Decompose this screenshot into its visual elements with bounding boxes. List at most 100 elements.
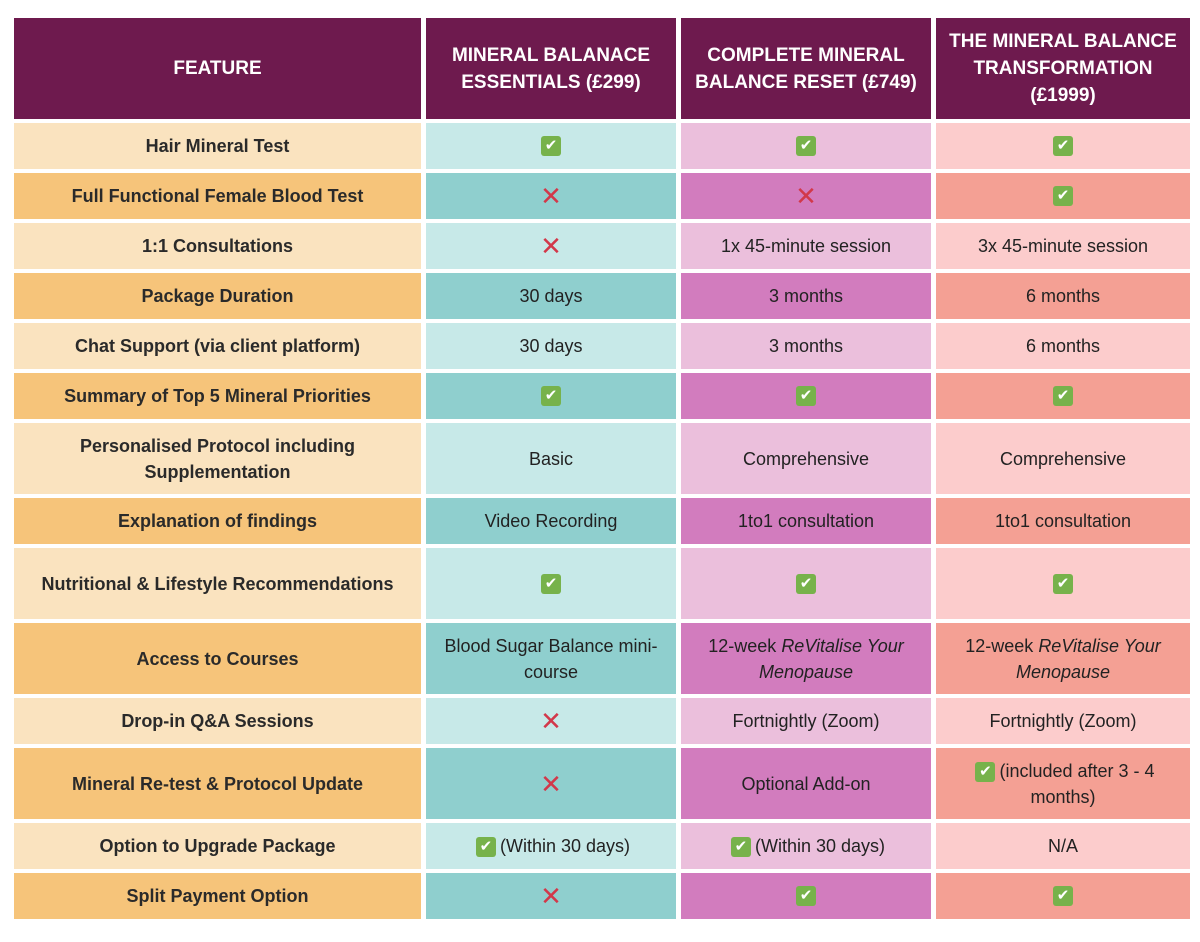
check-icon: ✔: [975, 761, 996, 782]
package-2-cell: ✔ (Within 30 days): [681, 823, 931, 869]
cross-icon: ✕: [540, 706, 562, 736]
check-icon: ✔: [1053, 386, 1073, 406]
package-3-cell: 6 months: [936, 323, 1190, 369]
package-2-cell: 1x 45-minute session: [681, 223, 931, 269]
cell-text: (included after 3 - 4 months): [999, 760, 1155, 807]
feature-cell: Hair Mineral Test: [14, 123, 421, 169]
cell-text: N/A: [1047, 836, 1078, 856]
package-1-cell: 30 days: [426, 273, 676, 319]
cell-text: Optional Add-on: [741, 773, 871, 794]
package-2-cell: ✔: [681, 123, 931, 169]
check-icon: ✔: [1053, 886, 1073, 906]
cell-text: Comprehensive: [742, 448, 870, 469]
package-3-cell: N/A: [936, 823, 1190, 869]
package-1-cell: ✔: [426, 123, 676, 169]
check-icon: ✔: [796, 386, 816, 406]
cell-text: (Within 30 days): [499, 836, 631, 856]
check-icon: ✔: [796, 136, 816, 156]
package-3-cell: 3x 45-minute session: [936, 223, 1190, 269]
package-2-cell: Optional Add-on: [681, 748, 931, 819]
cell-text: 3x 45-minute session: [977, 236, 1149, 256]
check-icon: ✔: [796, 886, 816, 906]
cell-text: Blood Sugar Balance mini-course: [444, 635, 658, 682]
check-icon: ✔: [541, 573, 561, 594]
check-icon: ✔: [1053, 186, 1073, 206]
check-icon: ✔: [475, 837, 496, 858]
cell-text: Fortnightly (Zoom): [732, 711, 880, 731]
cell-text: 12-week: [965, 635, 1039, 656]
feature-cell: Personalised Protocol including Suppleme…: [14, 423, 421, 494]
header-package-essentials: MINERAL BALANACE ESSENTIALS (£299): [426, 18, 676, 119]
package-2-cell: 3 months: [681, 273, 931, 319]
feature-cell: Package Duration: [14, 273, 421, 319]
header-feature: FEATURE: [14, 18, 421, 119]
cell-text: 3 months: [768, 286, 844, 306]
cell-text: (Within 30 days): [754, 836, 886, 856]
package-3-cell: ✔: [936, 373, 1190, 419]
package-3-cell: ✔: [936, 873, 1190, 919]
package-2-cell: ✕: [681, 173, 931, 219]
cell-text: 12-week: [708, 635, 782, 656]
cell-text: Comprehensive: [999, 448, 1127, 469]
feature-cell: Mineral Re-test & Protocol Update: [14, 748, 421, 819]
check-icon: ✔: [796, 573, 816, 594]
package-3-cell: 6 months: [936, 273, 1190, 319]
package-3-cell: 1to1 consultation: [936, 498, 1190, 544]
package-2-cell: 12-week ReVitalise Your Menopause: [681, 623, 931, 694]
cell-text: Fortnightly (Zoom): [989, 711, 1137, 731]
feature-cell: Drop-in Q&A Sessions: [14, 698, 421, 744]
cell-text: 6 months: [1025, 286, 1101, 306]
package-2-cell: Fortnightly (Zoom): [681, 698, 931, 744]
comparison-table: FEATURE MINERAL BALANACE ESSENTIALS (£29…: [14, 18, 1190, 919]
feature-cell: Explanation of findings: [14, 498, 421, 544]
package-3-cell: Fortnightly (Zoom): [936, 698, 1190, 744]
package-2-cell: 1to1 consultation: [681, 498, 931, 544]
feature-cell: Summary of Top 5 Mineral Priorities: [14, 373, 421, 419]
cell-content: ✔ (Within 30 days): [727, 833, 885, 859]
cell-text: Video Recording: [484, 511, 618, 531]
cross-icon: ✕: [540, 768, 562, 799]
package-1-cell: ✕: [426, 223, 676, 269]
cell-content: 12-week ReVitalise Your Menopause: [948, 633, 1178, 685]
cross-icon: ✕: [540, 231, 562, 261]
package-1-cell: ✔: [426, 548, 676, 619]
cell-text: 1x 45-minute session: [720, 236, 892, 256]
feature-cell: Access to Courses: [14, 623, 421, 694]
cell-content: 12-week ReVitalise Your Menopause: [693, 633, 919, 685]
package-3-cell: ✔: [936, 173, 1190, 219]
package-1-cell: Blood Sugar Balance mini-course: [426, 623, 676, 694]
package-1-cell: ✕: [426, 173, 676, 219]
cell-text: 6 months: [1025, 336, 1101, 356]
package-1-cell: ✔: [426, 373, 676, 419]
cell-text: 30 days: [519, 336, 583, 356]
feature-cell: 1:1 Consultations: [14, 223, 421, 269]
package-1-cell: Video Recording: [426, 498, 676, 544]
package-3-cell: ✔: [936, 123, 1190, 169]
package-2-cell: Comprehensive: [681, 423, 931, 494]
package-3-cell: 12-week ReVitalise Your Menopause: [936, 623, 1190, 694]
package-2-cell: 3 months: [681, 323, 931, 369]
cell-text: 30 days: [519, 286, 583, 306]
package-1-cell: 30 days: [426, 323, 676, 369]
package-1-cell: ✔ (Within 30 days): [426, 823, 676, 869]
check-icon: ✔: [730, 837, 751, 858]
cross-icon: ✕: [540, 181, 562, 211]
course-title: ReVitalise Your Menopause: [758, 635, 904, 682]
package-2-cell: ✔: [681, 373, 931, 419]
package-3-cell: Comprehensive: [936, 423, 1190, 494]
package-2-cell: ✔: [681, 548, 931, 619]
package-3-cell: ✔ (included after 3 - 4 months): [936, 748, 1190, 819]
cell-text: 3 months: [768, 336, 844, 356]
cell-content: ✔ (Within 30 days): [472, 833, 630, 859]
package-1-cell: Basic: [426, 423, 676, 494]
course-title: ReVitalise Your Menopause: [1015, 635, 1161, 682]
cross-icon: ✕: [540, 881, 562, 911]
feature-cell: Option to Upgrade Package: [14, 823, 421, 869]
feature-cell: Nutritional & Lifestyle Recommendations: [14, 548, 421, 619]
check-icon: ✔: [541, 386, 561, 406]
package-3-cell: ✔: [936, 548, 1190, 619]
cross-icon: ✕: [795, 181, 817, 211]
package-1-cell: ✕: [426, 748, 676, 819]
package-1-cell: ✕: [426, 873, 676, 919]
package-1-cell: ✕: [426, 698, 676, 744]
